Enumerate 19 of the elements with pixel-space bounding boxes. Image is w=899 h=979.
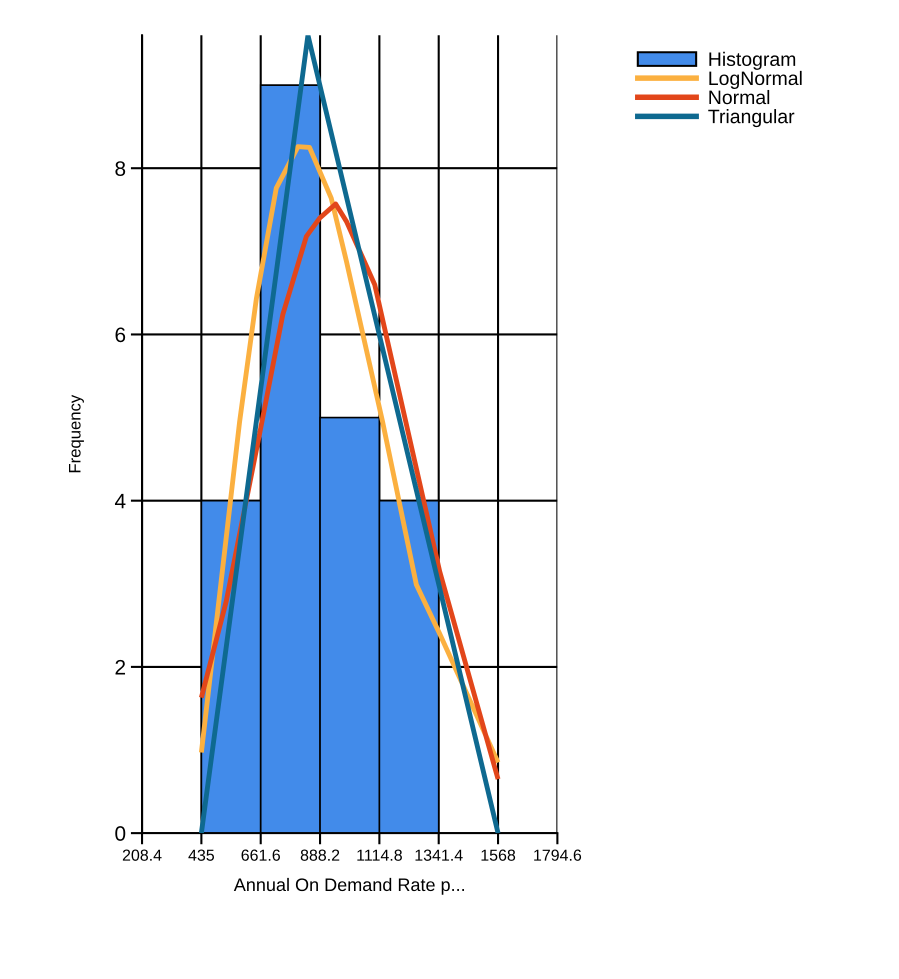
legend-label: Normal [709, 90, 770, 104]
legend-label: Histogram [709, 52, 796, 70]
y-axis-title: Frequency [69, 394, 84, 472]
x-tick-label: 1794.6 [534, 850, 582, 861]
x-tick-label: 1341.4 [416, 850, 463, 861]
legend-label: Triangular [708, 109, 794, 128]
y-tick-label: 8 [115, 161, 126, 176]
legend-label: LogNormal [709, 70, 802, 89]
x-tick-label: 435 [188, 850, 214, 861]
x-tick-label: 661.6 [242, 850, 280, 861]
y-tick-label: 4 [114, 494, 126, 508]
x-axis-title: Annual On Demand Rate p... [234, 878, 464, 895]
y-tick-label: 0 [115, 826, 126, 841]
x-tick-label: 1568 [482, 850, 516, 861]
y-tick-label: 2 [116, 660, 126, 674]
x-tick-label: 1114.8 [357, 850, 402, 861]
x-tick-label: 208.4 [122, 850, 162, 861]
y-tick-label: 6 [116, 327, 126, 342]
x-tick-label: 888.2 [300, 850, 340, 861]
